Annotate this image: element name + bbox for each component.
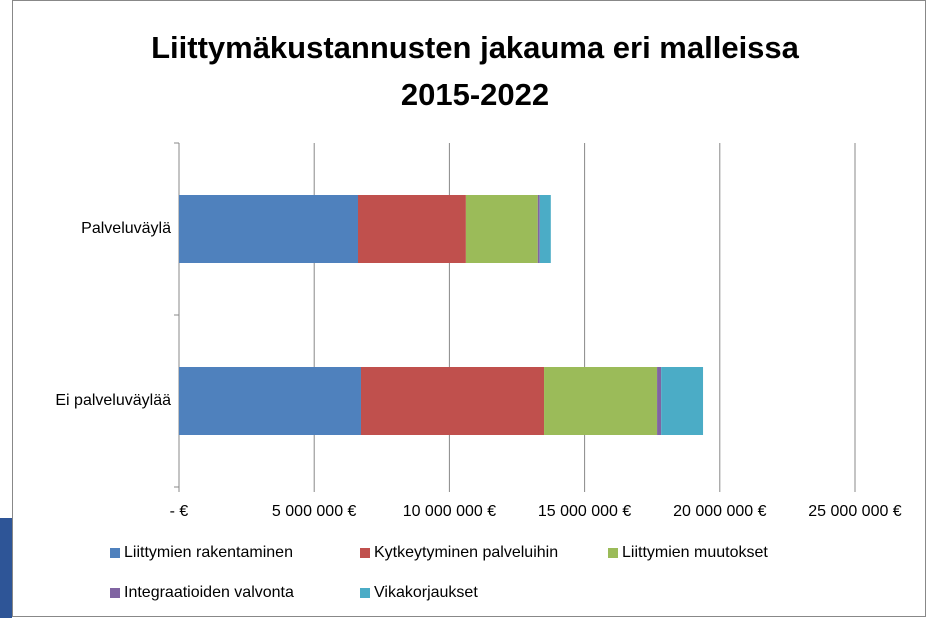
legend-swatch [360, 548, 370, 558]
x-tick-label: 25 000 000 € [808, 503, 902, 520]
chart-frame [12, 0, 926, 617]
bar-segment [537, 195, 540, 263]
legend-swatch [360, 588, 370, 598]
bar-segment [657, 367, 662, 435]
x-tick-label: 5 000 000 € [272, 503, 357, 520]
bar-segment [544, 367, 658, 435]
chart-title: Liittymäkustannusten jakauma eri malleis… [151, 30, 800, 65]
background-slide [0, 518, 12, 618]
bar-segment [360, 367, 545, 435]
legend-label: Liittymien rakentaminen [124, 544, 293, 561]
bar-segment [465, 195, 538, 263]
x-tick-label: - € [170, 503, 189, 520]
bar-segment [661, 367, 704, 435]
x-tick-label: 20 000 000 € [673, 503, 767, 520]
y-tick-label: Ei palveluväylää [55, 392, 171, 409]
legend-label: Kytkeytyminen palveluihin [374, 544, 558, 561]
x-tick-label: 10 000 000 € [403, 503, 497, 520]
y-tick-label: Palveluväylä [81, 220, 171, 237]
legend-label: Liittymien muutokset [622, 544, 768, 561]
chart-title: 2015-2022 [401, 77, 549, 112]
legend-swatch [110, 548, 120, 558]
legend-label: Integraatioiden valvonta [124, 584, 294, 601]
bar-segment [179, 367, 361, 435]
legend-swatch [608, 548, 618, 558]
bar-segment [179, 195, 359, 263]
legend-label: Vikakorjaukset [374, 584, 478, 601]
legend-swatch [110, 588, 120, 598]
bar-segment [358, 195, 466, 263]
x-tick-label: 15 000 000 € [538, 503, 632, 520]
bar-segment [539, 195, 551, 263]
